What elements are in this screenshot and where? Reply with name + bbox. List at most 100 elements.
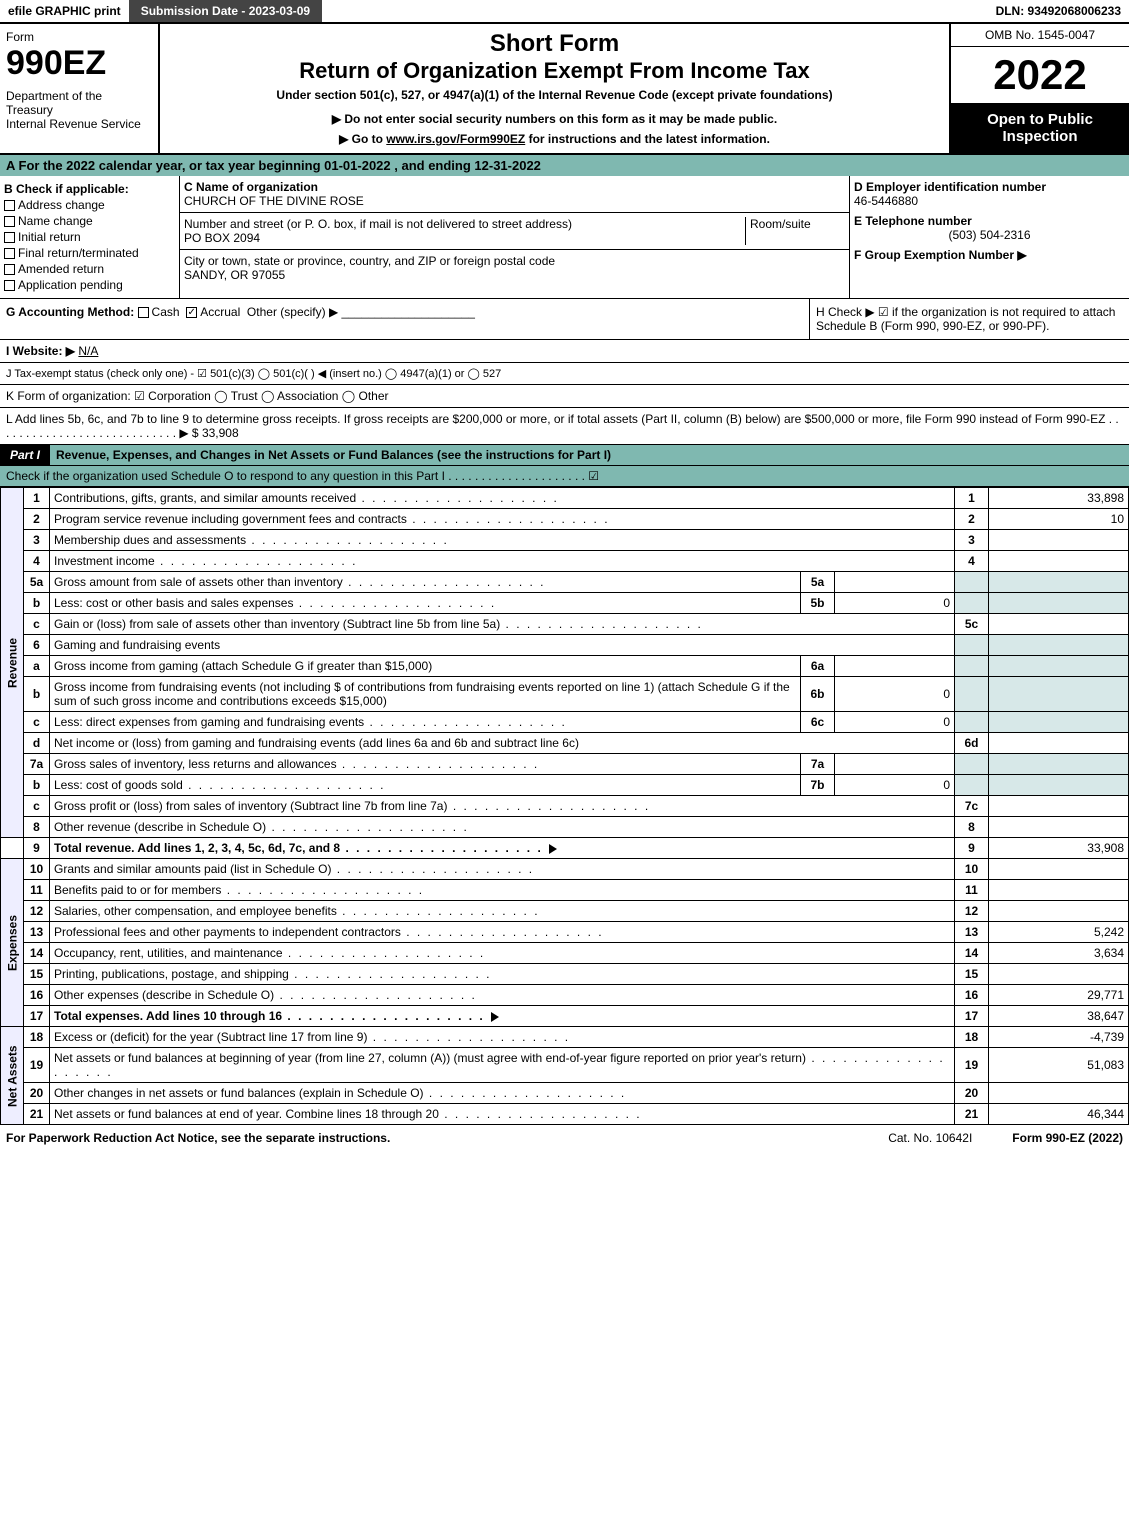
line-15-desc: Printing, publications, postage, and shi…	[54, 967, 492, 981]
table-row: 15Printing, publications, postage, and s…	[1, 964, 1129, 985]
table-row: 2Program service revenue including gover…	[1, 509, 1129, 530]
line-4-amt	[989, 551, 1129, 572]
line-14-amt: 3,634	[989, 943, 1129, 964]
rn: 20	[955, 1083, 989, 1104]
b-opt-0: Address change	[4, 198, 175, 212]
revenue-table: Revenue 1 Contributions, gifts, grants, …	[0, 487, 1129, 1125]
b-opt-2-label: Initial return	[18, 230, 81, 244]
checkbox-icon[interactable]	[138, 307, 149, 318]
line-2-amt: 10	[989, 509, 1129, 530]
b-opt-4: Amended return	[4, 262, 175, 276]
rn: 21	[955, 1104, 989, 1125]
rn: 14	[955, 943, 989, 964]
b-opt-1-label: Name change	[18, 214, 93, 228]
open-public: Open to Public Inspection	[951, 103, 1129, 153]
goto-pre: ▶ Go to	[339, 132, 386, 146]
rn: 2	[955, 509, 989, 530]
expenses-label: Expenses	[1, 859, 24, 1027]
line-21-desc: Net assets or fund balances at end of ye…	[54, 1107, 642, 1121]
efile-label[interactable]: efile GRAPHIC print	[0, 0, 129, 22]
line-1-amt: 33,898	[989, 488, 1129, 509]
table-row: cGross profit or (loss) from sales of in…	[1, 796, 1129, 817]
line-7b-desc: Less: cost of goods sold	[54, 778, 385, 792]
table-row: bLess: cost or other basis and sales exp…	[1, 593, 1129, 614]
line-7a-desc: Gross sales of inventory, less returns a…	[54, 757, 539, 771]
omb-number: OMB No. 1545-0047	[951, 24, 1129, 47]
g-cash: Cash	[152, 305, 180, 319]
line-5a-desc: Gross amount from sale of assets other t…	[54, 575, 546, 589]
table-row: 9Total revenue. Add lines 1, 2, 3, 4, 5c…	[1, 838, 1129, 859]
line-19-desc: Net assets or fund balances at beginning…	[54, 1051, 945, 1079]
line-10-amt	[989, 859, 1129, 880]
row-j: J Tax-exempt status (check only one) - ☑…	[0, 363, 1129, 385]
col-b: B Check if applicable: Address change Na…	[0, 176, 180, 298]
col-c: C Name of organization CHURCH OF THE DIV…	[180, 176, 849, 298]
org-city: SANDY, OR 97055	[184, 268, 285, 282]
checkbox-icon[interactable]	[4, 248, 15, 259]
website: N/A	[78, 344, 98, 358]
table-row: 11Benefits paid to or for members11	[1, 880, 1129, 901]
footer: For Paperwork Reduction Act Notice, see …	[0, 1125, 1129, 1151]
under-section: Under section 501(c), 527, or 4947(a)(1)…	[166, 88, 943, 102]
goto-link[interactable]: www.irs.gov/Form990EZ	[386, 132, 525, 146]
checkbox-icon[interactable]	[4, 216, 15, 227]
line-7c-amt	[989, 796, 1129, 817]
f-label: F Group Exemption Number ▶	[854, 248, 1125, 262]
table-row: bLess: cost of goods sold 7b0	[1, 775, 1129, 796]
inline-label: 7a	[801, 754, 835, 775]
line-3-amt	[989, 530, 1129, 551]
line-12-desc: Salaries, other compensation, and employ…	[54, 904, 540, 918]
arrow-icon	[549, 844, 557, 854]
table-row: 8Other revenue (describe in Schedule O) …	[1, 817, 1129, 838]
rn: 16	[955, 985, 989, 1006]
line-16-desc: Other expenses (describe in Schedule O)	[54, 988, 477, 1002]
line-6a-val	[835, 656, 955, 677]
line-8-amt	[989, 817, 1129, 838]
e-label: E Telephone number	[854, 214, 1125, 228]
rn: 10	[955, 859, 989, 880]
checkbox-icon[interactable]: ✓	[186, 307, 197, 318]
b-opt-4-label: Amended return	[18, 262, 104, 276]
form-header: Form 990EZ Department of the Treasury In…	[0, 24, 1129, 155]
line-3-desc: Membership dues and assessments	[54, 533, 449, 547]
table-row: 12 Salaries, other compensation, and empl…	[1, 901, 1129, 922]
checkbox-icon[interactable]	[4, 264, 15, 275]
rn: 8	[955, 817, 989, 838]
submission-date: Submission Date - 2023-03-09	[129, 0, 322, 22]
table-row: bGross income from fundraising events (n…	[1, 677, 1129, 712]
checkbox-icon[interactable]	[4, 232, 15, 243]
checkbox-icon[interactable]	[4, 200, 15, 211]
goto-line: ▶ Go to www.irs.gov/Form990EZ for instru…	[166, 132, 943, 146]
line-13-desc: Professional fees and other payments to …	[54, 925, 604, 939]
line-6a-desc: Gross income from gaming (attach Schedul…	[50, 656, 801, 677]
line-6d-amt	[989, 733, 1129, 754]
line-10-desc: Grants and similar amounts paid (list in…	[54, 862, 534, 876]
table-row: 19 Net assets or fund balances at beginni…	[1, 1048, 1129, 1083]
rn: 19	[955, 1048, 989, 1083]
table-row: Revenue 1 Contributions, gifts, grants, …	[1, 488, 1129, 509]
line-9-amt: 33,908	[989, 838, 1129, 859]
cat-no: Cat. No. 10642I	[888, 1131, 972, 1145]
table-row: 21 Net assets or fund balances at end of …	[1, 1104, 1129, 1125]
table-row: 16 Other expenses (describe in Schedule O…	[1, 985, 1129, 1006]
revenue-label: Revenue	[1, 488, 24, 838]
line-17-amt: 38,647	[989, 1006, 1129, 1027]
g-other: Other (specify) ▶	[247, 305, 338, 319]
col-def: D Employer identification number 46-5446…	[849, 176, 1129, 298]
table-row: 5aGross amount from sale of assets other…	[1, 572, 1129, 593]
line-6d-desc: Net income or (loss) from gaming and fun…	[50, 733, 955, 754]
line-21-amt: 46,344	[989, 1104, 1129, 1125]
rn: 6d	[955, 733, 989, 754]
line-6-desc: Gaming and fundraising events	[50, 635, 955, 656]
inline-label: 5b	[801, 593, 835, 614]
form-number: 990EZ	[6, 44, 152, 83]
line-16-amt: 29,771	[989, 985, 1129, 1006]
table-row: 6Gaming and fundraising events	[1, 635, 1129, 656]
line-14-desc: Occupancy, rent, utilities, and maintena…	[54, 946, 485, 960]
line-8-desc: Other revenue (describe in Schedule O)	[54, 820, 469, 834]
checkbox-icon[interactable]	[4, 280, 15, 291]
i-label: I Website: ▶	[6, 344, 75, 358]
b-opt-3: Final return/terminated	[4, 246, 175, 260]
rn: 12	[955, 901, 989, 922]
row-k: K Form of organization: ☑ Corporation ◯ …	[0, 385, 1129, 408]
